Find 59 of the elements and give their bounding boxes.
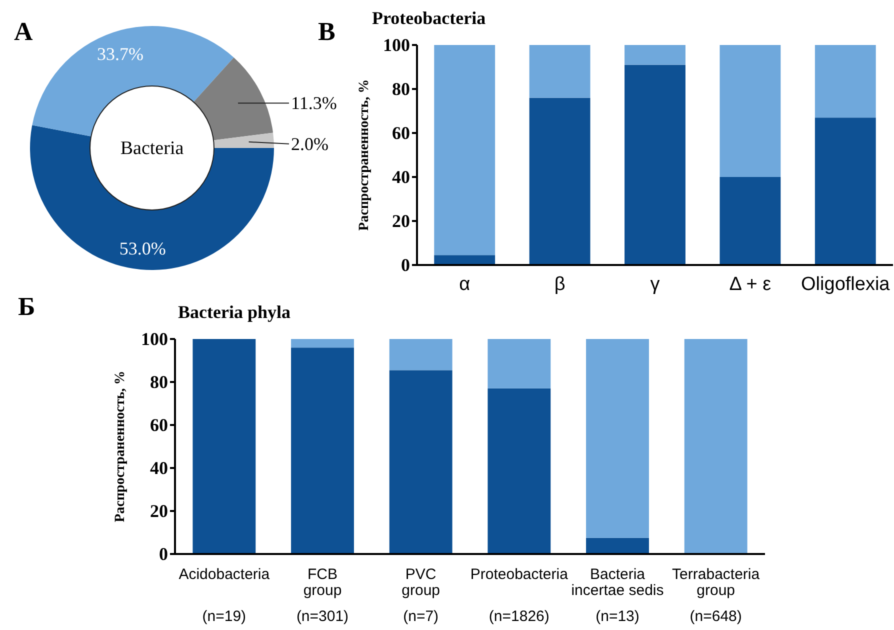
x-tick-label: PVC group (n=7) [402,566,440,625]
data-label: 53.0% [119,238,166,259]
donut-slice [194,58,274,140]
bar [814,118,876,265]
y-tick-label: 100 [141,329,168,349]
bar [624,45,686,65]
bar [434,255,496,265]
y-tick-label: 40 [150,458,168,478]
text: B [318,17,336,46]
bar [684,339,748,554]
y-tick-label: 80 [392,79,410,99]
x-tick-label: Bacteria incertae sedis (n=13) [571,566,664,625]
donut-slice [30,125,274,270]
category-label: Proteobacteria (n=1826) [470,566,568,625]
bar [291,348,354,554]
y-tick-label: 0 [159,544,168,564]
y-axis-title: Распространенность, % [357,79,372,231]
bar [586,538,649,554]
x-tick-label: Δ + ε [729,274,772,295]
x-tick-label: FCB group (n=301) [296,566,349,625]
category-label: Acidobacteria (n=19) [178,566,270,625]
bar [814,45,876,118]
bar [389,339,452,370]
bar [529,98,590,265]
data-label: 11.3% [291,93,337,114]
chart-title: Proteobacteria [372,8,486,28]
bar [720,45,781,177]
y-tick-label: 20 [392,211,410,231]
x-tick-label: β [554,274,566,295]
x-tick-label: Terrabacteria group (n=648) [672,566,760,625]
text: A [14,17,33,46]
x-tick-label: Oligoflexia [801,274,890,295]
bar [192,339,256,554]
bar [434,45,496,256]
bar [488,339,551,388]
bar [720,177,781,265]
data-label: 2.0% [291,134,328,154]
bar [586,339,649,538]
data-label: 33.7% [96,44,144,64]
y-tick-label: 80 [150,372,168,392]
bar [529,45,590,98]
donut-slice [32,26,234,136]
x-tick-label: γ [650,274,660,295]
y-tick-label: 100 [383,35,410,55]
text: Б [18,292,36,321]
bar [624,64,686,265]
y-tick-label: 60 [150,415,168,435]
y-tick-label: 20 [150,501,168,521]
bar [488,388,551,554]
y-tick-label: 60 [392,123,410,143]
chart-title: Bacteria phyla [178,302,290,322]
y-tick-label: 0 [401,255,410,275]
x-tick-label: α [459,274,470,295]
y-axis-title: Распространенность, % [113,370,128,522]
text: Bacteria [120,138,184,159]
bar [291,339,354,348]
y-tick-label: 40 [392,167,410,187]
donut-slice [214,132,274,148]
bar [389,370,452,554]
